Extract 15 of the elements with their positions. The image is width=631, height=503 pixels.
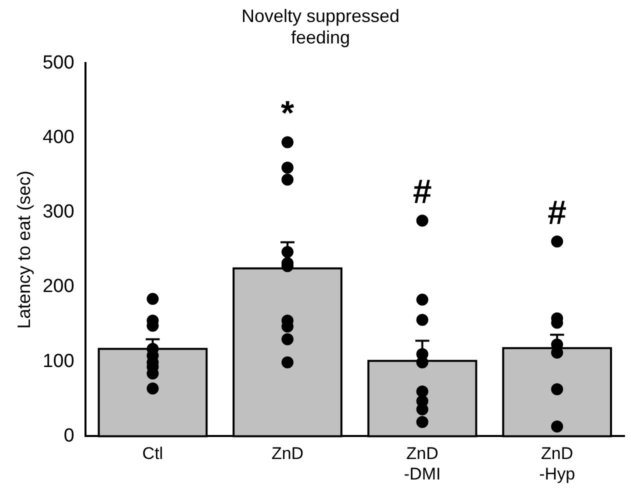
annotation: *	[280, 94, 295, 133]
x-tick-label: ZnD -Hyp	[539, 444, 576, 484]
y-tick-label: 400	[42, 127, 74, 148]
annotation: #	[548, 194, 567, 232]
annotation: #	[412, 172, 432, 211]
x-tick-label: Ctl	[142, 444, 164, 464]
y-tick-label: 300	[42, 202, 74, 223]
x-tick-label: ZnD -DMI	[404, 444, 441, 484]
chart-title: Novelty suppressed feeding	[241, 6, 400, 48]
y-tick-label: 0	[64, 425, 74, 446]
y-tick-label: 100	[42, 350, 74, 372]
x-tick-label: ZnD	[271, 444, 304, 464]
y-tick-label: 500	[42, 52, 74, 74]
y-tick-label: 200	[42, 276, 74, 298]
y-axis-title: Latency to eat (sec)	[14, 170, 34, 329]
